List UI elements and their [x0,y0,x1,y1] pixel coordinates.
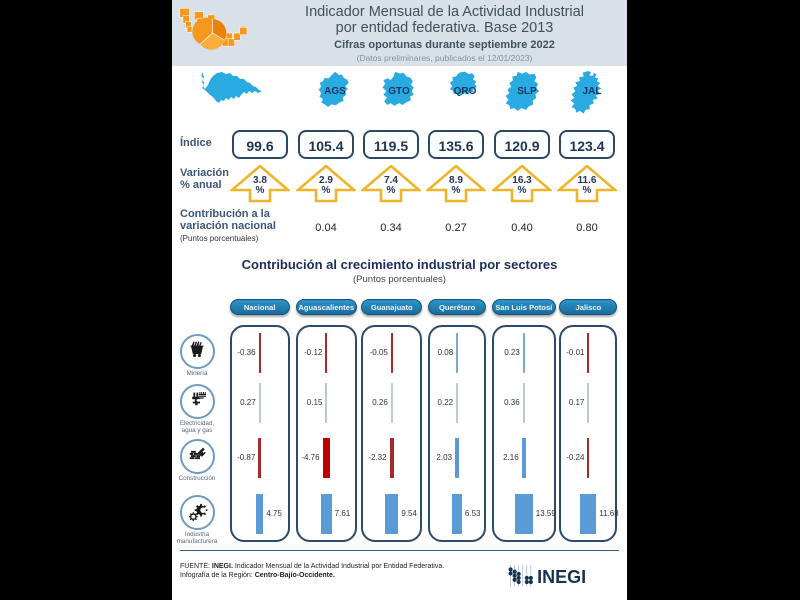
svg-text:INEGI: INEGI [537,567,586,587]
